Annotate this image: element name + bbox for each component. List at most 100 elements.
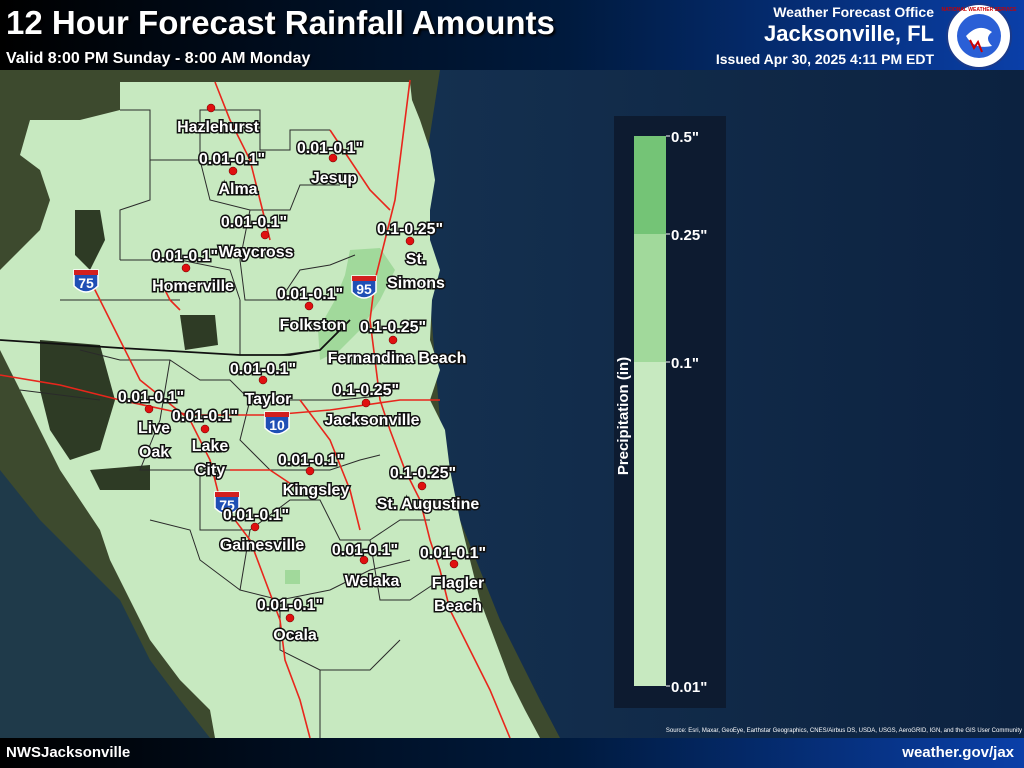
city-jacksonville: 0.1-0.25" Jacksonville [323,381,421,431]
legend-tick-0.1: 0.1" [671,355,699,372]
logo-text: NATIONAL WEATHER SERVICE [942,7,1018,13]
city-marker[interactable] [417,481,427,491]
footer-social-handle[interactable]: NWSJacksonville [6,744,131,761]
city-marker[interactable] [388,335,398,345]
dark-patch-1 [75,210,105,270]
city-homerville: 0.01-0.1" Homerville [150,247,235,297]
forecast-area [0,82,540,738]
city-marker[interactable] [260,230,270,240]
precip-patch-small [285,570,300,584]
city-marker[interactable] [258,375,268,385]
footer-bar [0,738,1024,768]
footer-website[interactable]: weather.gov/jax [902,744,1014,761]
city-name: Gainesville [220,537,305,554]
city-name: Fernandina Beach [328,350,467,367]
city-name: Alma [218,181,257,198]
city-rainfall-value: 0.01-0.1" [199,151,265,168]
office-city: Jacksonville, FL [764,21,934,46]
legend-tick-0.01: 0.01" [671,679,707,696]
dark-patch-4 [90,465,150,490]
city-rainfall-value: 0.01-0.1" [257,597,323,614]
office-label: Weather Forecast Office [773,4,934,20]
city-st-augustine: 0.1-0.25" St. Augustine [375,464,481,515]
city-marker[interactable] [361,398,371,408]
city-rainfall-value: 0.01-0.1" [152,248,218,265]
city-marker[interactable] [328,153,338,163]
city-marker[interactable] [144,404,154,414]
legend-tick-0.5: 0.5" [671,129,699,146]
city-st-simons: 0.1-0.25" St. Simons [375,220,446,294]
city-marker[interactable] [200,424,210,434]
city-name: Hazlehurst [177,119,259,136]
city-marker[interactable] [181,263,191,273]
city-jesup: 0.01-0.1" Jesup [295,139,364,189]
city-marker[interactable] [285,613,295,623]
city-marker[interactable] [304,301,314,311]
city-name: Homerville [152,278,234,295]
interstate-shield-number: 75 [78,275,94,291]
city-rainfall-value: 0.1-0.25" [390,465,456,482]
city-marker[interactable] [250,522,260,532]
city-gainesville: 0.01-0.1" Gainesville [218,506,306,556]
city-rainfall-value: 0.01-0.1" [332,542,398,559]
city-name-line: Flagler [432,575,484,592]
city-marker[interactable] [305,466,315,476]
city-taylor: 0.01-0.1" Taylor [228,360,297,410]
legend-bin-0.25-0.5 [634,136,666,234]
map-credits: Source: Esri, Maxar, GeoEye, Earthstar G… [665,728,1022,734]
city-marker[interactable] [449,559,459,569]
city-name-line: Lake [192,438,229,455]
dark-patch-2 [180,315,218,350]
state-boundary [0,319,351,356]
city-fernandina-beach: 0.1-0.25" Fernandina Beach [326,318,468,369]
city-ocala: 0.01-0.1" Ocala [255,596,324,646]
city-kingsley: 0.01-0.1" Kingsley [276,451,351,501]
city-name: Taylor [245,391,292,408]
city-marker[interactable] [359,555,369,565]
page-title: 12 Hour Forecast Rainfall Amounts [6,4,555,41]
legend: 0.5" 0.25" 0.1" 0.01" Precipitation (in) [614,116,726,708]
city-rainfall-value: 0.01-0.1" [221,214,287,231]
city-name: Jacksonville [324,412,419,429]
city-name-line: Simons [387,275,445,292]
legend-bin-0.01-0.1 [634,362,666,686]
legend-title: Precipitation (in) [615,357,632,475]
city-rainfall-value: 0.01-0.1" [230,361,296,378]
interstate-shield-i10: 10 [264,411,290,435]
city-rainfall-value: 0.01-0.1" [277,286,343,303]
city-name-line: Live [138,420,170,437]
nws-logo: NATIONAL WEATHER SERVICE [942,3,1018,69]
city-lake-city: 0.01-0.1" Lake City [170,407,239,481]
interstate-shield-i75-north: 75 [73,269,99,293]
city-name: Waycross [219,244,294,261]
city-rainfall-value: 0.01-0.1" [118,389,184,406]
city-name: St. Augustine [377,496,480,513]
dark-patch-3 [40,340,115,460]
city-waycross: 0.01-0.1" Waycross [217,213,295,263]
city-name-line: Oak [139,444,169,461]
city-rainfall-value: 0.1-0.25" [360,319,426,336]
city-marker[interactable] [228,166,238,176]
city-marker[interactable] [206,103,216,113]
city-rainfall-value: 0.01-0.1" [223,507,289,524]
city-name-line: St. [406,251,426,268]
interstate-shield-number: 10 [269,417,285,433]
legend-bin-0.1-0.25 [634,234,666,362]
header-bar [0,0,1024,70]
gulf-water [0,470,210,738]
city-rainfall-value: 0.1-0.25" [333,382,399,399]
city-name: Ocala [273,627,317,644]
legend-tick-0.25: 0.25" [671,227,707,244]
city-name-line: City [195,462,225,479]
city-folkston: 0.01-0.1" Folkston [275,285,347,336]
city-welaka: 0.01-0.1" Welaka [330,541,401,592]
county-boundaries [19,109,441,738]
city-marker[interactable] [405,236,415,246]
city-name: Welaka [345,573,400,590]
valid-period: Valid 8:00 PM Sunday - 8:00 AM Monday [6,50,311,67]
interstate-shield-number: 75 [219,497,235,513]
interstate-shield-number: 95 [356,281,372,297]
city-hazlehurst: Hazlehurst [176,103,261,138]
